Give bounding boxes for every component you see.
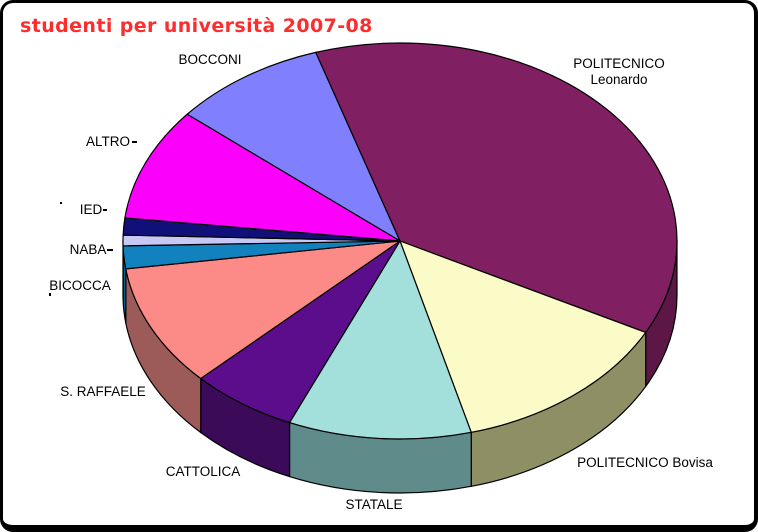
- pie-slice-bocconi[interactable]: [186, 51, 401, 242]
- slice-label-bocconi: BOCCONI: [178, 52, 241, 68]
- slice-label-line: BICOCCA: [49, 278, 111, 293]
- slice-label-politecnico-bovisa: POLITECNICO Bovisa: [577, 455, 713, 471]
- pie-slice-politecnico-leonardo[interactable]: [315, 42, 678, 334]
- slice-label-line: STATALE: [345, 497, 403, 512]
- slice-label-ied: IED: [80, 202, 103, 218]
- slice-label-line: NABA: [69, 242, 107, 257]
- slice-label-line: CATTOLICA: [165, 464, 241, 479]
- slice-label-line: S. RAFFAELE: [60, 384, 146, 399]
- leader-tick: [49, 293, 51, 296]
- leader-tick: [132, 141, 137, 143]
- slice-label-politecnico-leonardo: POLITECNICO Leonardo: [573, 56, 665, 88]
- slice-label-statale: STATALE: [345, 497, 402, 513]
- slice-label-line: IED: [79, 202, 103, 217]
- pie-slice-altro[interactable]: [124, 113, 401, 242]
- slice-label-altro: ALTRO: [86, 134, 130, 150]
- slice-label-s-raffaele: S. RAFFAELE: [60, 384, 146, 400]
- slice-label-bicocca: BICOCCA: [49, 278, 111, 294]
- pie-slice-politecnico-bovisa[interactable]: [399, 240, 647, 433]
- slice-label-line: POLITECNICO: [573, 56, 665, 71]
- slice-label-line: ALTRO: [85, 134, 131, 149]
- slice-label-naba: NABA: [70, 242, 107, 258]
- chart-title: studenti per università 2007-08: [20, 15, 373, 37]
- leader-tick: [107, 249, 113, 251]
- pie-chart: [122, 42, 678, 494]
- leader-tick: [60, 202, 62, 204]
- slice-label-line: BOCCONI: [178, 52, 242, 67]
- slice-label-line: POLITECNICO Bovisa: [577, 455, 713, 470]
- slice-label-line: Leonardo: [590, 72, 648, 87]
- pie-slice-statale[interactable]: [288, 240, 472, 440]
- pie-slice-s-raffaele[interactable]: [125, 240, 401, 380]
- slice-label-cattolica: CATTOLICA: [166, 464, 241, 480]
- leader-tick: [103, 209, 107, 211]
